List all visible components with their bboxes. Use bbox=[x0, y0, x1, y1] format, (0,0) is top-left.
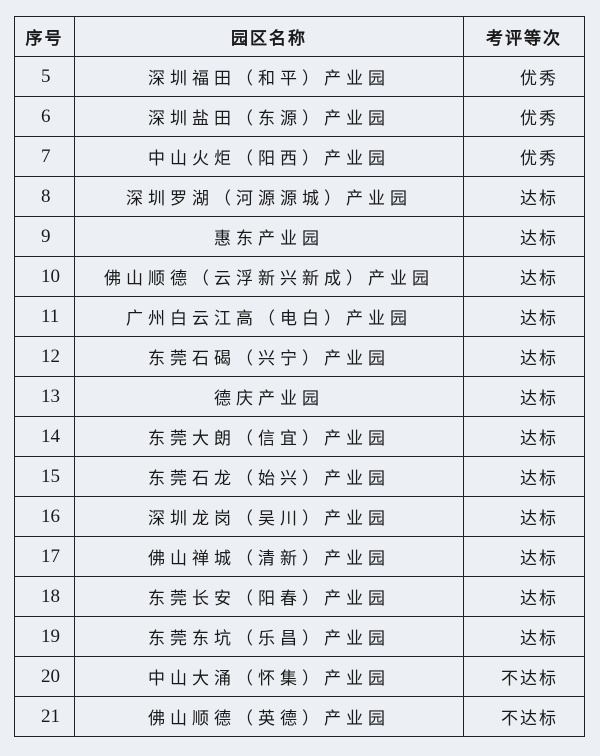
park-name: 深圳罗湖（河源源城）产业园 bbox=[74, 176, 464, 217]
park-name: 佛山顺德（云浮新兴新成）产业园 bbox=[74, 256, 464, 297]
evaluation-grade: 达标 bbox=[463, 176, 585, 217]
evaluation-grade: 达标 bbox=[463, 336, 585, 377]
table-row: 13 德庆产业园 达标 bbox=[14, 376, 585, 417]
table-row: 19 东莞东坑（乐昌）产业园 达标 bbox=[14, 616, 585, 657]
park-name: 深圳盐田（东源）产业园 bbox=[74, 96, 464, 137]
row-number: 13 bbox=[14, 376, 75, 417]
park-name: 广州白云江高（电白）产业园 bbox=[74, 296, 464, 337]
row-number: 14 bbox=[14, 416, 75, 457]
park-name: 佛山禅城（清新）产业园 bbox=[74, 536, 464, 577]
table-row: 20 中山大涌（怀集）产业园 不达标 bbox=[14, 656, 585, 697]
evaluation-grade: 不达标 bbox=[463, 696, 585, 737]
evaluation-grade: 达标 bbox=[463, 536, 585, 577]
evaluation-grade: 优秀 bbox=[463, 136, 585, 177]
row-number: 12 bbox=[14, 336, 75, 377]
row-number: 21 bbox=[14, 696, 75, 737]
evaluation-grade: 不达标 bbox=[463, 656, 585, 697]
row-number: 16 bbox=[14, 496, 75, 537]
evaluation-grade: 优秀 bbox=[463, 56, 585, 97]
park-name: 惠东产业园 bbox=[74, 216, 464, 257]
evaluation-grade: 达标 bbox=[463, 296, 585, 337]
park-name: 东莞石碣（兴宁）产业园 bbox=[74, 336, 464, 377]
table-row: 12 东莞石碣（兴宁）产业园 达标 bbox=[14, 336, 585, 377]
park-name: 深圳龙岗（吴川）产业园 bbox=[74, 496, 464, 537]
park-name: 东莞长安（阳春）产业园 bbox=[74, 576, 464, 617]
row-number: 9 bbox=[14, 216, 75, 257]
table-row: 10 佛山顺德（云浮新兴新成）产业园 达标 bbox=[14, 256, 585, 297]
evaluation-grade: 达标 bbox=[463, 576, 585, 617]
park-name: 东莞石龙（始兴）产业园 bbox=[74, 456, 464, 497]
park-name: 东莞大朗（信宜）产业园 bbox=[74, 416, 464, 457]
evaluation-grade: 达标 bbox=[463, 616, 585, 657]
park-name: 中山火炬（阳西）产业园 bbox=[74, 136, 464, 177]
evaluation-grade: 达标 bbox=[463, 256, 585, 297]
header-number: 序号 bbox=[14, 16, 75, 57]
park-name: 德庆产业园 bbox=[74, 376, 464, 417]
evaluation-grade: 优秀 bbox=[463, 96, 585, 137]
table-row: 11 广州白云江高（电白）产业园 达标 bbox=[14, 296, 585, 337]
park-evaluation-table: 序号 园区名称 考评等次 5 深圳福田（和平）产业园 优秀 6 深圳盐田（东源）产业园优… bbox=[14, 16, 585, 737]
row-number: 17 bbox=[14, 536, 75, 577]
table-row: 5 深圳福田（和平）产业园 优秀 bbox=[14, 56, 585, 97]
row-number: 7 bbox=[14, 136, 75, 177]
row-number: 19 bbox=[14, 616, 75, 657]
header-grade: 考评等次 bbox=[463, 16, 585, 57]
row-number: 11 bbox=[14, 296, 75, 337]
evaluation-grade: 达标 bbox=[463, 456, 585, 497]
table-row: 18 东莞长安（阳春）产业园 达标 bbox=[14, 576, 585, 617]
evaluation-grade: 达标 bbox=[463, 496, 585, 537]
evaluation-grade: 达标 bbox=[463, 416, 585, 457]
evaluation-grade: 达标 bbox=[463, 376, 585, 417]
row-number: 20 bbox=[14, 656, 75, 697]
table-row: 16 深圳龙岗（吴川）产业园 达标 bbox=[14, 496, 585, 537]
row-number: 8 bbox=[14, 176, 75, 217]
table-row: 6 深圳盐田（东源）产业园 优秀 bbox=[14, 96, 585, 137]
table-row: 17 佛山禅城（清新）产业园 达标 bbox=[14, 536, 585, 577]
row-number: 10 bbox=[14, 256, 75, 297]
park-name: 深圳福田（和平）产业园 bbox=[74, 56, 464, 97]
evaluation-grade: 达标 bbox=[463, 216, 585, 257]
table-row: 14 东莞大朗（信宜）产业园 达标 bbox=[14, 416, 585, 457]
row-number: 5 bbox=[14, 56, 75, 97]
row-number: 15 bbox=[14, 456, 75, 497]
park-name: 东莞东坑（乐昌）产业园 bbox=[74, 616, 464, 657]
header-park-name: 园区名称 bbox=[74, 16, 464, 57]
table-row: 9 惠东产业园 达标 bbox=[14, 216, 585, 257]
park-name: 佛山顺德（英德）产业园 bbox=[74, 696, 464, 737]
row-number: 18 bbox=[14, 576, 75, 617]
table-row: 8 深圳罗湖（河源源城）产业园 达标 bbox=[14, 176, 585, 217]
row-number: 6 bbox=[14, 96, 75, 137]
table-row: 15 东莞石龙（始兴）产业园 达标 bbox=[14, 456, 585, 497]
table-row: 21 佛山顺德（英德）产业园 不达标 bbox=[14, 696, 585, 737]
table-row: 7 中山火炬（阳西）产业园 优秀 bbox=[14, 136, 585, 177]
park-name: 中山大涌（怀集）产业园 bbox=[74, 656, 464, 697]
table-header-row: 序号 园区名称 考评等次 bbox=[14, 16, 585, 57]
